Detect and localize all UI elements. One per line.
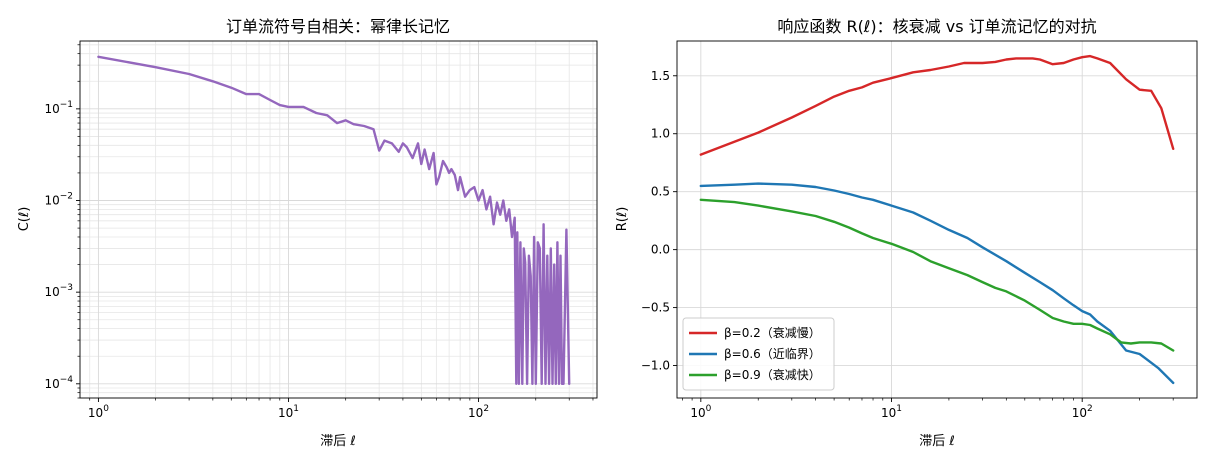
- series-group: [97, 55, 571, 385]
- legend-label-beta-0-2: β=0.2（衰减慢）: [724, 325, 821, 340]
- legend: β=0.2（衰减慢） β=0.6（近临界） β=0.9（衰减快）: [682, 317, 835, 391]
- y-tick-label: −0.5: [641, 301, 670, 315]
- y-tick-label: 1.5: [651, 69, 670, 83]
- x-axis-label: 滞后 ℓ: [320, 434, 356, 449]
- autocorrelation-panel: 100 101 102 10−410−310−210−1 订单流符号自相关：幂律长记…: [17, 17, 598, 449]
- legend-label-beta-0-6: β=0.6（近临界）: [724, 347, 821, 361]
- x-axis-label: 滞后 ℓ: [919, 434, 955, 449]
- y-tick-label: 0.5: [651, 185, 670, 199]
- axes-frame: [79, 40, 598, 399]
- legend-label-beta-0-9: β=0.9（衰减快）: [724, 367, 821, 382]
- series-line-2: [699, 182, 1175, 385]
- axes-frame: [676, 40, 1198, 399]
- chart-title: 订单流符号自相关：幂律长记忆: [226, 17, 450, 36]
- y-axis-label: C(ℓ): [17, 207, 32, 232]
- response-function-panel: 100 101 102 −1.0−0.50.00.51.01.5 响应函数 R(ℓ)…: [615, 17, 1198, 449]
- legend-box: [682, 317, 835, 391]
- series-line-3: [699, 198, 1175, 352]
- y-tick-label: 0.0: [651, 243, 670, 257]
- y-tick-label: 1.0: [651, 127, 670, 141]
- chart-title: 响应函数 R(ℓ)：核衰减 vs 订单流记忆的对抗: [777, 17, 1096, 36]
- y-axis-label: R(ℓ): [615, 207, 630, 232]
- series-line-1: [699, 54, 1175, 156]
- series-group: [699, 54, 1175, 385]
- y-tick-label: −1.0: [641, 359, 670, 373]
- y-ticks: −1.0 −0.5 0.0 0.5 1.0 1.5: [641, 69, 677, 373]
- series-line-1: [97, 55, 571, 385]
